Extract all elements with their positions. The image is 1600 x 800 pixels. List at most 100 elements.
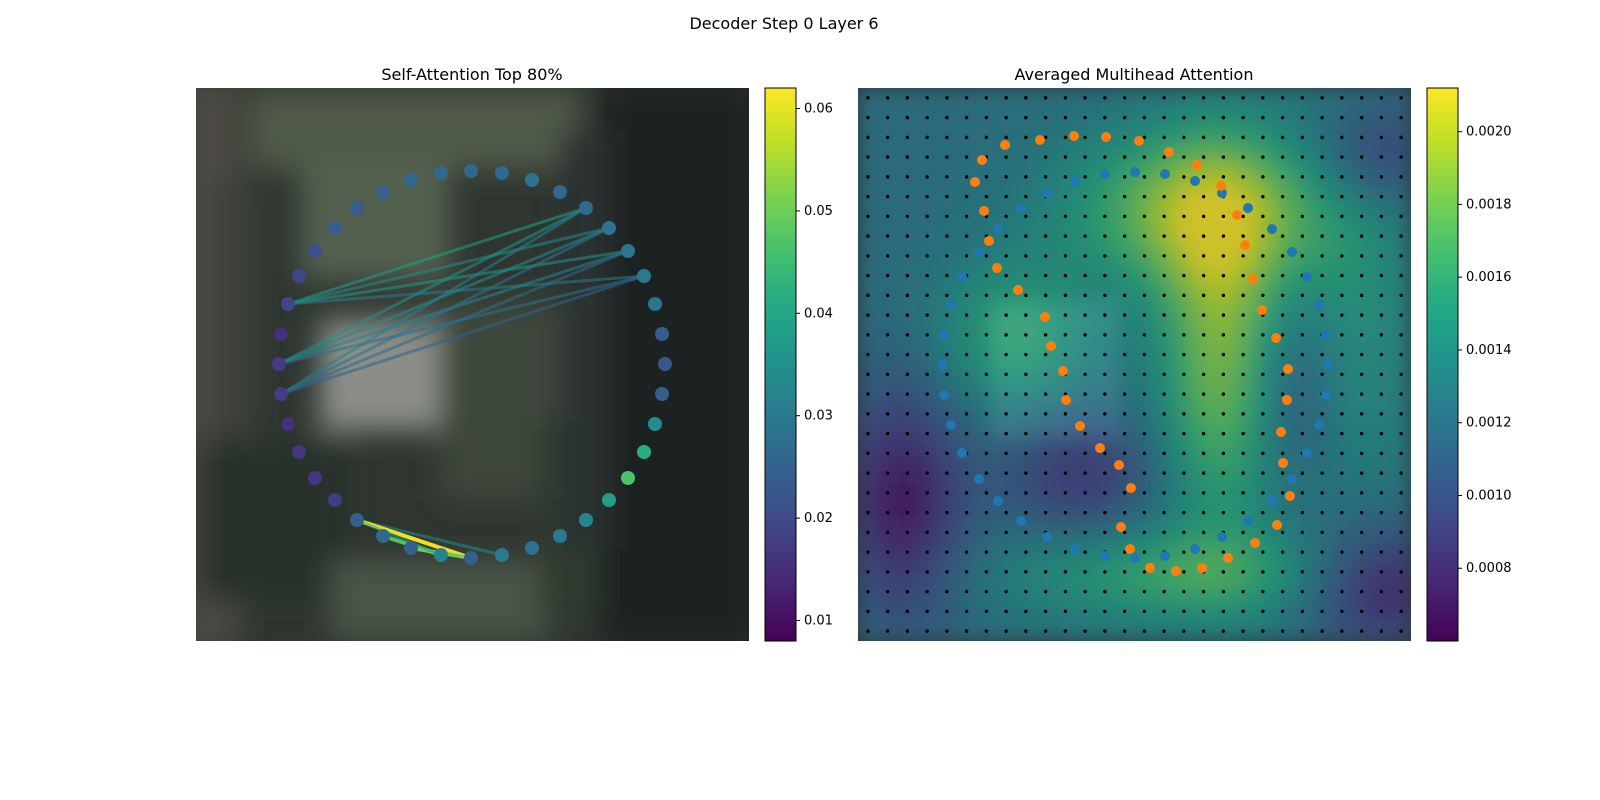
query-point (350, 201, 364, 215)
grid-dot (1024, 96, 1028, 100)
grid-dot (866, 352, 870, 357)
grid-dot (1359, 175, 1364, 179)
grid-dot (1241, 510, 1245, 515)
grid-dot (945, 96, 949, 100)
grid-dot (1379, 392, 1384, 396)
grid-dot (1043, 431, 1048, 436)
grid-dot (885, 155, 890, 159)
grid-dot (1359, 254, 1364, 258)
blue-point (993, 496, 1003, 506)
grid-dot (1122, 392, 1127, 396)
grid-dot (1221, 135, 1226, 140)
attention-edge (279, 274, 646, 396)
blue-point (1217, 532, 1227, 542)
blue-point (946, 300, 956, 310)
grid-dot (1162, 234, 1166, 238)
grid-dot (1340, 629, 1344, 633)
grid-dot (1280, 333, 1285, 337)
grid-dot (885, 96, 890, 100)
grid-dot (964, 471, 969, 475)
grid-dot (925, 372, 929, 377)
grid-dot (1399, 115, 1403, 120)
grid-dot (1379, 333, 1384, 337)
grid-dot (1142, 293, 1147, 298)
grid-dot (905, 392, 910, 396)
grid-dot (1142, 530, 1147, 535)
grid-dot (1340, 333, 1344, 337)
grid-dot (1063, 570, 1068, 574)
grid-dot (1300, 372, 1305, 377)
grid-dot (1261, 570, 1265, 574)
grid-dot (1142, 510, 1147, 515)
grid-dot (1083, 510, 1087, 515)
grid-dot (1261, 471, 1265, 475)
orange-point (1250, 538, 1260, 548)
grid-dot (1004, 372, 1008, 377)
grid-dot (1379, 194, 1384, 199)
grid-dot (1399, 313, 1403, 317)
grid-dot (905, 135, 910, 140)
grid-dot (1320, 175, 1324, 179)
grid-dot (1359, 431, 1364, 436)
right-colorbar-tick-label: 0.0020 (1466, 125, 1512, 140)
grid-dot (1162, 214, 1166, 219)
grid-dot (1142, 372, 1147, 377)
grid-dot (1182, 175, 1186, 179)
grid-dot (1261, 451, 1265, 456)
grid-dot (1241, 550, 1245, 554)
grid-dot (984, 313, 989, 317)
grid-dot (1201, 175, 1206, 179)
grid-dot (964, 214, 969, 219)
orange-point (1257, 305, 1267, 315)
grid-dot (1201, 115, 1206, 120)
grid-dot (1043, 372, 1048, 377)
grid-dot (1201, 510, 1206, 515)
grid-dot (1122, 194, 1127, 199)
query-point (376, 185, 390, 199)
query-point (621, 471, 635, 485)
grid-dot (1280, 451, 1285, 456)
grid-dot (1340, 471, 1344, 475)
grid-dot (1142, 234, 1147, 238)
grid-dot (1182, 214, 1186, 219)
grid-dot (1182, 609, 1186, 614)
grid-dot (905, 372, 910, 377)
grid-dot (1043, 609, 1048, 614)
grid-dot (1162, 431, 1166, 436)
grid-dot (1004, 609, 1008, 614)
grid-dot (1024, 530, 1028, 535)
query-point (579, 513, 593, 527)
grid-dot (1103, 609, 1107, 614)
grid-dot (1142, 175, 1147, 179)
grid-dot (1359, 293, 1364, 298)
grid-dot (1083, 589, 1087, 594)
grid-dot (1201, 412, 1206, 416)
grid-dot (984, 510, 989, 515)
grid-dot (1261, 510, 1265, 515)
grid-dot (964, 609, 969, 614)
orange-point (1075, 421, 1085, 431)
grid-dot (1201, 155, 1206, 159)
blue-point (1160, 551, 1170, 561)
right-colorbar-tick-label: 0.0012 (1466, 416, 1512, 431)
grid-dot (964, 431, 969, 436)
orange-point (984, 236, 994, 246)
grid-dot (866, 175, 870, 179)
grid-dot (1004, 451, 1008, 456)
orange-point (1278, 458, 1288, 468)
grid-dot (1024, 194, 1028, 199)
grid-dot (1063, 510, 1068, 515)
grid-dot (1280, 194, 1285, 199)
grid-dot (1241, 629, 1245, 633)
grid-dot (1182, 412, 1186, 416)
grid-dot (925, 96, 929, 100)
grid-dot (1024, 254, 1028, 258)
grid-dot (1162, 412, 1166, 416)
orange-point (979, 206, 989, 216)
grid-dot (1162, 530, 1166, 535)
grid-dot (925, 431, 929, 436)
grid-dot (1280, 175, 1285, 179)
grid-dot (1201, 313, 1206, 317)
query-point (637, 445, 651, 459)
grid-dot (1162, 313, 1166, 317)
